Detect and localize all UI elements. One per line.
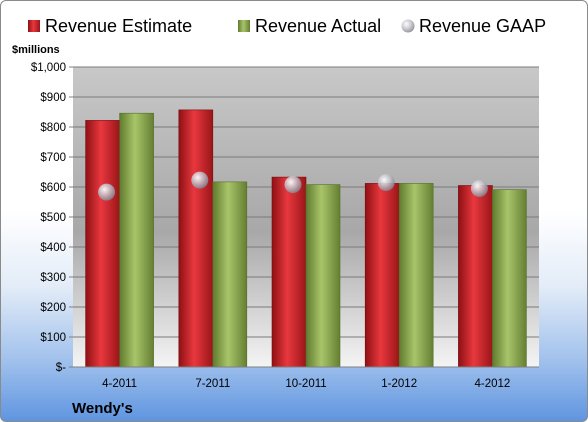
legend-swatch-revenue-estimate	[28, 20, 40, 32]
bar-revenue-estimate	[458, 185, 493, 368]
legend-label-revenue-gaap: Revenue GAAP	[419, 16, 546, 36]
marker-revenue-gaap	[284, 176, 302, 194]
gaap-markers	[98, 171, 488, 201]
x-tick-label: 7-2011	[195, 378, 230, 390]
marker-revenue-gaap	[377, 174, 395, 191]
y-tick-label: $600	[40, 182, 66, 194]
legend-swatch-revenue-gaap	[401, 19, 415, 33]
bar-revenue-actual	[492, 189, 527, 368]
y-tick-label: $400	[40, 242, 66, 254]
bar-revenue-actual	[212, 181, 248, 368]
y-tick-label: $1,000	[31, 62, 66, 74]
x-tick-label: 4-2011	[102, 378, 137, 390]
bar-revenue-estimate	[85, 120, 120, 368]
y-tick-label: $200	[40, 302, 66, 314]
legend-label-revenue-actual: Revenue Actual	[255, 16, 381, 36]
marker-revenue-gaap	[98, 183, 116, 201]
y-axis-ticks: $- $100 $200 $300 $400 $500 $600 $700 $800 $900 $1…	[31, 62, 73, 374]
y-tick-label: $900	[40, 92, 66, 104]
y-tick-label: $300	[40, 272, 66, 284]
bars	[85, 109, 527, 368]
legend: Revenue Estimate Revenue Actual Revenue …	[28, 16, 546, 36]
y-tick-label: $700	[40, 152, 66, 164]
legend-label-revenue-estimate: Revenue Estimate	[45, 16, 192, 36]
x-tick-label: 1-2012	[381, 378, 417, 390]
bar-revenue-estimate	[271, 176, 307, 368]
bar-revenue-actual	[119, 112, 154, 368]
legend-swatch-revenue-actual	[238, 20, 250, 32]
bar-revenue-actual	[305, 184, 341, 368]
y-unit-label: $millions	[12, 44, 60, 56]
x-tick-label: 10-2011	[285, 378, 326, 390]
marker-revenue-gaap	[191, 171, 209, 189]
bar-revenue-actual	[398, 183, 434, 368]
marker-revenue-gaap	[470, 180, 488, 197]
y-tick-label: $-	[56, 362, 66, 374]
y-tick-label: $500	[40, 212, 66, 224]
y-tick-label: $100	[40, 332, 66, 344]
x-tick-label: 4-2012	[474, 378, 510, 390]
y-tick-label: $800	[40, 122, 66, 134]
company-name: Wendy's	[72, 400, 133, 417]
bar-revenue-estimate	[364, 183, 400, 368]
bar-revenue-estimate	[178, 109, 214, 368]
x-axis-ticks: 4-2011 7-2011 10-2011 1-2012 4-2012	[102, 378, 510, 390]
